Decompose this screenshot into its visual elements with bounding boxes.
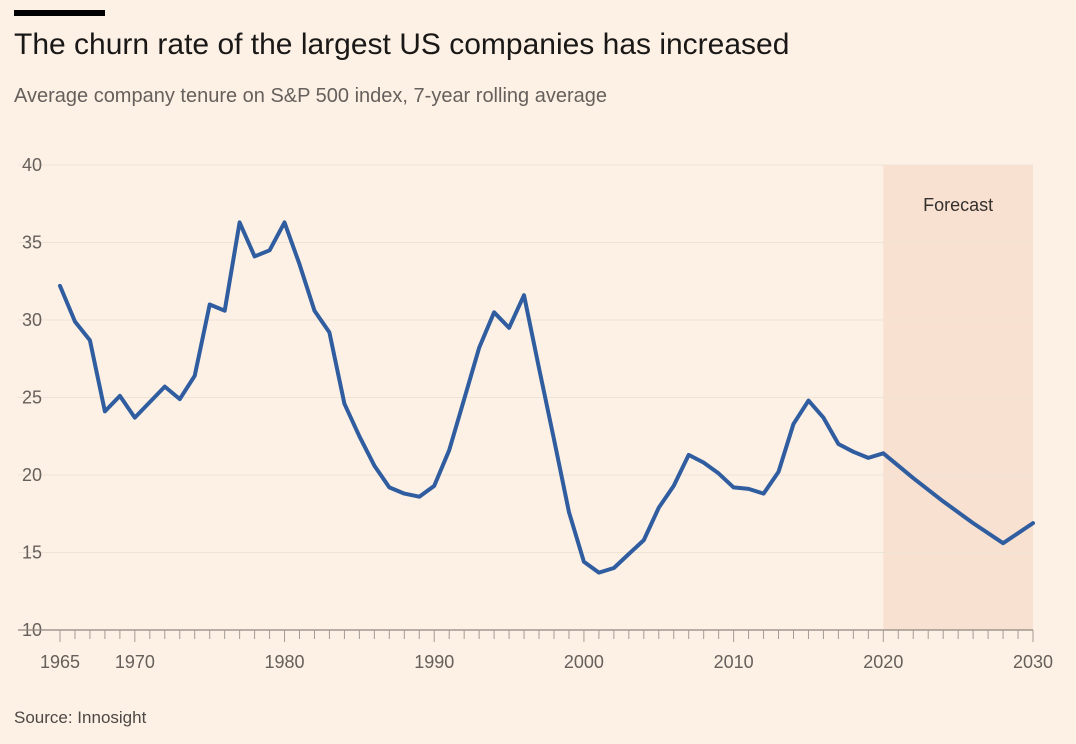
- source-note: Source: Innosight: [14, 708, 147, 727]
- x-tick-label: 1970: [115, 652, 155, 672]
- x-tick-label: 2000: [564, 652, 604, 672]
- x-tick-label: 1965: [40, 652, 80, 672]
- chart-subtitle: Average company tenure on S&P 500 index,…: [14, 85, 607, 107]
- brand-bar: [14, 10, 105, 16]
- forecast-label: Forecast: [923, 195, 993, 215]
- x-tick-label: 2020: [863, 652, 903, 672]
- y-tick-label: 25: [22, 388, 42, 408]
- y-tick-label: 20: [22, 465, 42, 485]
- x-tick-label: 1990: [414, 652, 454, 672]
- y-tick-label: 15: [22, 543, 42, 563]
- series-line: [58, 220, 1035, 575]
- gridlines: [18, 164, 1033, 553]
- y-tick-label: 40: [22, 155, 42, 175]
- y-tick-label: 30: [22, 310, 42, 330]
- x-axis: 1965 1970 1980 1990 2000 2010 2020 2030: [18, 629, 1053, 672]
- x-tick-label: 2010: [714, 652, 754, 672]
- x-tick-label: 2030: [1013, 652, 1053, 672]
- chart-title: The churn rate of the largest US compani…: [14, 28, 790, 61]
- x-tick-label: 1980: [265, 652, 305, 672]
- y-tick-label: 35: [22, 233, 42, 253]
